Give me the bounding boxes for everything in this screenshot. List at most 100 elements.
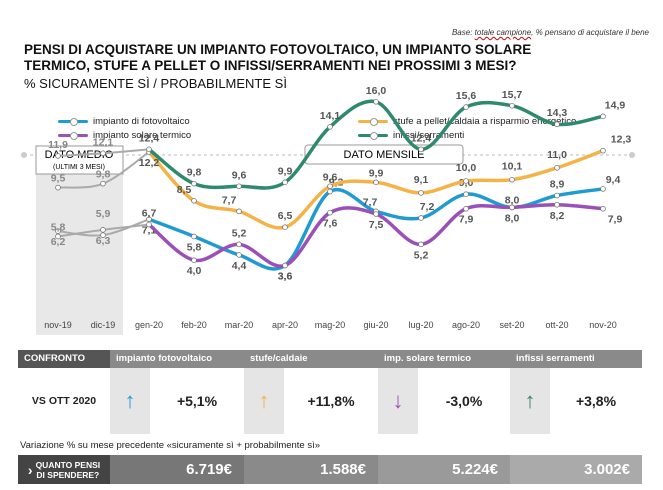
data-label: 5,8 [51, 221, 66, 233]
arrow-up-icon: ↑ [244, 368, 284, 434]
data-point [55, 184, 61, 191]
data-label: 6,2 [51, 236, 66, 248]
data-label: 12,4 [139, 132, 160, 144]
data-label: 12,3 [611, 134, 632, 146]
legend-fotovoltaico: impianto di fotovoltaico [58, 116, 190, 127]
data-label: 4,4 [232, 260, 247, 272]
data-point [191, 198, 197, 204]
base-note: Base: totale campione, % pensano di acqu… [451, 28, 649, 37]
header-solare: imp. solare termico [378, 350, 510, 368]
data-point [191, 257, 197, 264]
data-point [146, 221, 152, 228]
data-label: 5,2 [232, 227, 247, 239]
comparison-header: CONFRONTO impianto fotovoltaico stufe/ca… [18, 350, 642, 368]
legend-solare: impianto solare termico [58, 130, 191, 141]
data-point [554, 121, 560, 128]
data-point [463, 191, 469, 198]
change-solare: -3,0% [445, 393, 483, 409]
data-label: 12,4 [411, 132, 432, 144]
data-point [100, 232, 106, 238]
data-point [55, 153, 61, 159]
data-point [146, 146, 152, 153]
data-point [373, 211, 379, 217]
data-point [600, 186, 606, 192]
spend-question-line1: QUANTO PENSI [35, 459, 101, 470]
data-point [418, 146, 424, 153]
data-label: 10,1 [502, 161, 523, 173]
data-point [373, 99, 379, 105]
data-label: 9,9 [278, 165, 293, 177]
data-label: 8,9 [550, 179, 565, 191]
spend-question: › QUANTO PENSI DI SPENDERE? [18, 455, 110, 484]
average-label-box [35, 145, 124, 175]
legend-infissi: infissi/serramenti [358, 130, 464, 141]
x-tick-label: dic-19 [91, 320, 116, 330]
data-label: 9,9 [369, 167, 384, 179]
data-label: 15,6 [456, 90, 477, 102]
row-label: VS OTT 2020 [31, 395, 97, 407]
variation-note: Variazione % su mese precedente «sicuram… [20, 440, 321, 451]
data-label: 7,9 [608, 214, 623, 226]
data-label: 9,8 [96, 169, 111, 181]
data-label: 9,6 [323, 171, 338, 183]
spend-fotovoltaico: 6.719€ [110, 455, 244, 484]
data-point [600, 147, 606, 154]
data-label: 14,1 [320, 110, 341, 122]
data-point [282, 262, 288, 269]
data-point [55, 233, 61, 240]
data-point [463, 104, 469, 110]
data-label: 10,0 [456, 162, 477, 174]
data-point [191, 180, 197, 187]
arrow-up-icon: ↑ [110, 368, 150, 434]
chevron-right-icon: › [27, 461, 33, 478]
data-point [236, 241, 242, 248]
data-label: 5,2 [414, 249, 429, 261]
spend-question-line2: DI SPENDERE? [36, 469, 100, 480]
x-tick-label: ott-20 [545, 320, 568, 330]
spend-stufe: 1.588€ [244, 455, 378, 484]
x-tick-label: mar-20 [225, 320, 254, 330]
data-label: 5,9 [96, 208, 111, 220]
data-point [146, 216, 152, 223]
data-point [236, 183, 242, 190]
data-point [282, 224, 288, 231]
data-label: 8,5 [177, 184, 192, 196]
data-point [463, 205, 469, 212]
data-point [236, 208, 242, 215]
x-tick-label: gen-20 [135, 320, 163, 330]
x-tick-label: ago-20 [452, 320, 480, 330]
x-tick-label: nov-19 [44, 320, 72, 330]
data-point [509, 204, 515, 211]
average-sublabel: (ULTIMI 3 MESI) [53, 164, 105, 171]
data-point [327, 209, 333, 216]
x-tick-label: lug-20 [408, 320, 433, 330]
data-label: 8,2 [550, 210, 565, 222]
x-tick-label: feb-20 [181, 320, 207, 330]
data-point [418, 241, 424, 248]
data-label: 6,5 [278, 210, 293, 222]
chart-title: PENSI DI ACQUISTARE UN IMPIANTO FOTOVOLT… [24, 42, 532, 73]
spend-solare: 5.224€ [378, 455, 510, 484]
data-label: 7,6 [323, 218, 338, 230]
data-point [463, 178, 469, 184]
data-label: 9,5 [51, 173, 66, 185]
data-label: 7,7 [222, 194, 237, 206]
line-chart: DATO MEDIO(ULTIMI 3 MESI)DATO MENSILEnov… [21, 85, 635, 335]
data-label: 11,9 [48, 139, 68, 151]
data-label: 8,0 [505, 194, 520, 206]
band-divider-end [629, 152, 635, 158]
data-label: 4,0 [187, 265, 202, 277]
data-point [191, 233, 197, 240]
arrow-down-icon: ↓ [378, 368, 418, 434]
data-label: 11,0 [547, 149, 567, 161]
change-infissi: +3,8% [575, 393, 617, 409]
data-label: 9,8 [187, 167, 202, 179]
change-stufe: +11,8% [307, 393, 355, 409]
data-label: 6,7 [142, 208, 157, 220]
data-point [509, 102, 515, 109]
data-label: 7,5 [369, 219, 384, 231]
legend-stufe: stufe a pellet/caldaia a risparmio energ… [358, 116, 576, 127]
data-point [554, 165, 560, 171]
comparison-row: VS OTT 2020 ↑ +5,1% ↑ +11,8% ↓ -3,0% ↑ +… [18, 368, 642, 434]
data-label: 6,3 [96, 235, 111, 247]
